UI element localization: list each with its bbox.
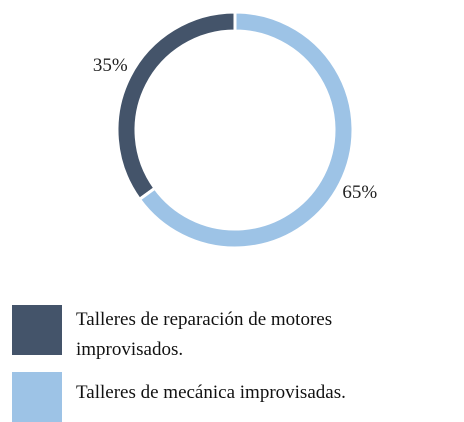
legend-label: Talleres de mecánica improvisadas.: [76, 382, 346, 403]
chart: 35% 65%: [93, 10, 377, 250]
slice: [137, 10, 355, 250]
legend-label: Talleres de reparación de motores improv…: [76, 309, 333, 360]
data-label: 65%: [342, 182, 377, 203]
slice: [115, 10, 237, 202]
legend-swatch: [12, 372, 62, 422]
page: 35% 65% Talleres de reparación de motores…: [12, 10, 436, 422]
legend-item: Talleres de mecánica improvisadas.: [12, 372, 446, 422]
legend-swatch: [12, 305, 62, 355]
legend-item: Talleres de reparación de motores improv…: [12, 305, 436, 365]
data-label: 35%: [93, 55, 128, 76]
